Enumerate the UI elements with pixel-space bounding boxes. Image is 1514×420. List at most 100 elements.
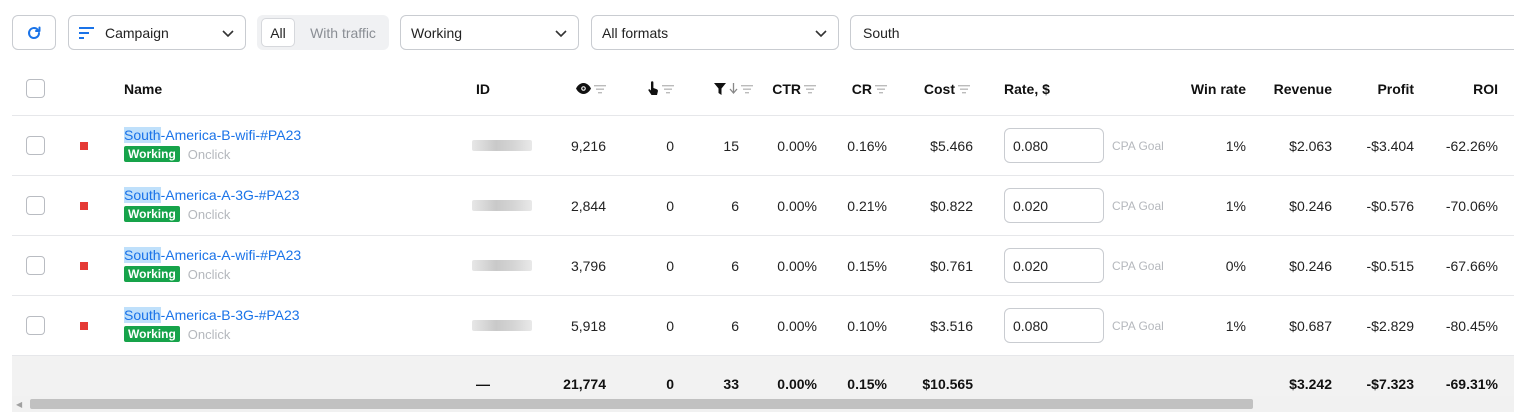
ctr-value: 0.00%	[777, 317, 817, 334]
status-indicator	[80, 201, 88, 210]
total-cr: 0.15%	[847, 376, 887, 392]
column-revenue[interactable]: Revenue	[1273, 80, 1332, 97]
scroll-left-icon[interactable]: ◀	[16, 400, 23, 409]
chevron-down-icon	[815, 30, 827, 38]
roi-value: -67.66%	[1445, 257, 1498, 274]
cr-value: 0.16%	[847, 137, 887, 154]
total-cost: $10.565	[922, 376, 973, 392]
column-ctr-label: CTR	[772, 80, 801, 97]
campaign-name-link[interactable]: South-America-A-wifi-#PA23	[124, 247, 301, 263]
rate-input[interactable]	[1004, 188, 1104, 223]
column-clicks[interactable]	[612, 62, 674, 115]
search-highlight: South	[124, 127, 161, 143]
row-checkbox[interactable]	[26, 196, 45, 215]
chevron-down-icon	[222, 30, 234, 38]
traffic-option-all[interactable]: All	[261, 18, 295, 47]
sort-icon	[594, 84, 606, 93]
column-cost[interactable]: Cost	[902, 62, 970, 115]
format-select[interactable]: All formats	[591, 15, 839, 50]
redacted-id	[472, 260, 532, 271]
cr-value: 0.21%	[847, 197, 887, 214]
ctr-value: 0.00%	[777, 257, 817, 274]
campaign-name-link[interactable]: South-America-B-wifi-#PA23	[124, 127, 301, 143]
impressions-value: 9,216	[570, 137, 606, 154]
win-rate-value: 1%	[1225, 137, 1246, 154]
refresh-button[interactable]	[12, 15, 56, 50]
rate-input[interactable]	[1004, 308, 1104, 343]
win-rate-value: 1%	[1225, 197, 1246, 214]
rate-input[interactable]	[1004, 248, 1104, 283]
status-badge: Working	[124, 266, 180, 282]
format-label: Onclick	[187, 326, 231, 342]
revenue-value: $2.063	[1289, 137, 1332, 154]
total-impressions: 21,774	[563, 376, 606, 392]
clicks-value: 0	[666, 137, 674, 154]
status-select-value: Working	[411, 24, 463, 41]
status-badge: Working	[124, 146, 180, 162]
status-indicator	[80, 321, 88, 330]
ctr-value: 0.00%	[777, 137, 817, 154]
horizontal-scrollbar[interactable]: ◀	[12, 396, 1514, 412]
profit-value: -$3.404	[1366, 137, 1414, 154]
column-cr-label: CR	[851, 80, 872, 97]
total-id: —	[476, 376, 490, 392]
row-checkbox[interactable]	[26, 256, 45, 275]
scrollbar-thumb[interactable]	[30, 399, 1253, 409]
search-highlight: South	[124, 247, 161, 263]
row-checkbox[interactable]	[26, 136, 45, 155]
column-impressions[interactable]	[532, 62, 606, 115]
column-ctr[interactable]: CTR	[752, 62, 816, 115]
win-rate-value: 0%	[1225, 257, 1246, 274]
clicks-value: 0	[666, 197, 674, 214]
redacted-id	[472, 200, 532, 211]
traffic-option-with-traffic[interactable]: With traffic	[310, 24, 376, 41]
campaign-name-link[interactable]: South-America-A-3G-#PA23	[124, 187, 300, 203]
group-by-select[interactable]: Campaign	[68, 15, 246, 50]
select-all-checkbox[interactable]	[26, 79, 45, 98]
column-win-rate[interactable]: Win rate	[1190, 80, 1246, 97]
rate-input[interactable]	[1004, 128, 1104, 163]
conversions-value: 6	[731, 197, 739, 214]
roi-value: -62.26%	[1445, 137, 1498, 154]
column-rate[interactable]: Rate, $	[1004, 80, 1050, 97]
row-checkbox[interactable]	[26, 316, 45, 335]
revenue-value: $0.246	[1289, 197, 1332, 214]
ctr-value: 0.00%	[777, 197, 817, 214]
pointer-icon	[648, 81, 658, 95]
search-highlight: South	[124, 187, 161, 203]
search-input[interactable]	[850, 15, 1514, 50]
column-profit[interactable]: Profit	[1377, 80, 1414, 97]
campaign-name-link[interactable]: South-America-B-3G-#PA23	[124, 307, 300, 323]
format-label: Onclick	[187, 146, 231, 162]
redacted-id	[472, 320, 532, 331]
clicks-value: 0	[666, 317, 674, 334]
table-row: South-America-B-3G-#PA23 Working Onclick…	[12, 296, 1514, 356]
conversions-value: 6	[731, 317, 739, 334]
conversions-value: 6	[731, 257, 739, 274]
total-clicks: 0	[666, 376, 674, 392]
column-conversions[interactable]	[682, 62, 753, 115]
win-rate-value: 1%	[1225, 317, 1246, 334]
column-id[interactable]: ID	[476, 80, 490, 97]
column-cr[interactable]: CR	[832, 62, 887, 115]
search-highlight: South	[124, 307, 161, 323]
roi-value: -80.45%	[1445, 317, 1498, 334]
sort-icon	[875, 84, 887, 93]
cost-value: $3.516	[930, 317, 973, 334]
column-roi[interactable]: ROI	[1473, 80, 1498, 97]
column-cost-label: Cost	[923, 80, 955, 97]
toolbar: Campaign All With traffic Working All fo…	[0, 0, 1514, 62]
total-roi: -69.31%	[1445, 376, 1498, 392]
total-revenue: $3.242	[1289, 376, 1332, 392]
table-row: South-America-A-wifi-#PA23 Working Oncli…	[12, 236, 1514, 296]
format-label: Onclick	[187, 266, 231, 282]
profit-value: -$2.829	[1366, 317, 1414, 334]
format-label: Onclick	[187, 206, 231, 222]
status-select[interactable]: Working	[400, 15, 579, 50]
column-name[interactable]: Name	[124, 80, 163, 97]
campaign-name-rest: -America-B-3G-#PA23	[160, 307, 300, 323]
arrow-down-icon	[729, 83, 738, 94]
table-row: South-America-B-wifi-#PA23 Working Oncli…	[12, 116, 1514, 176]
rate-type-label: CPA Goal	[1112, 258, 1164, 273]
funnel-icon	[714, 82, 726, 95]
